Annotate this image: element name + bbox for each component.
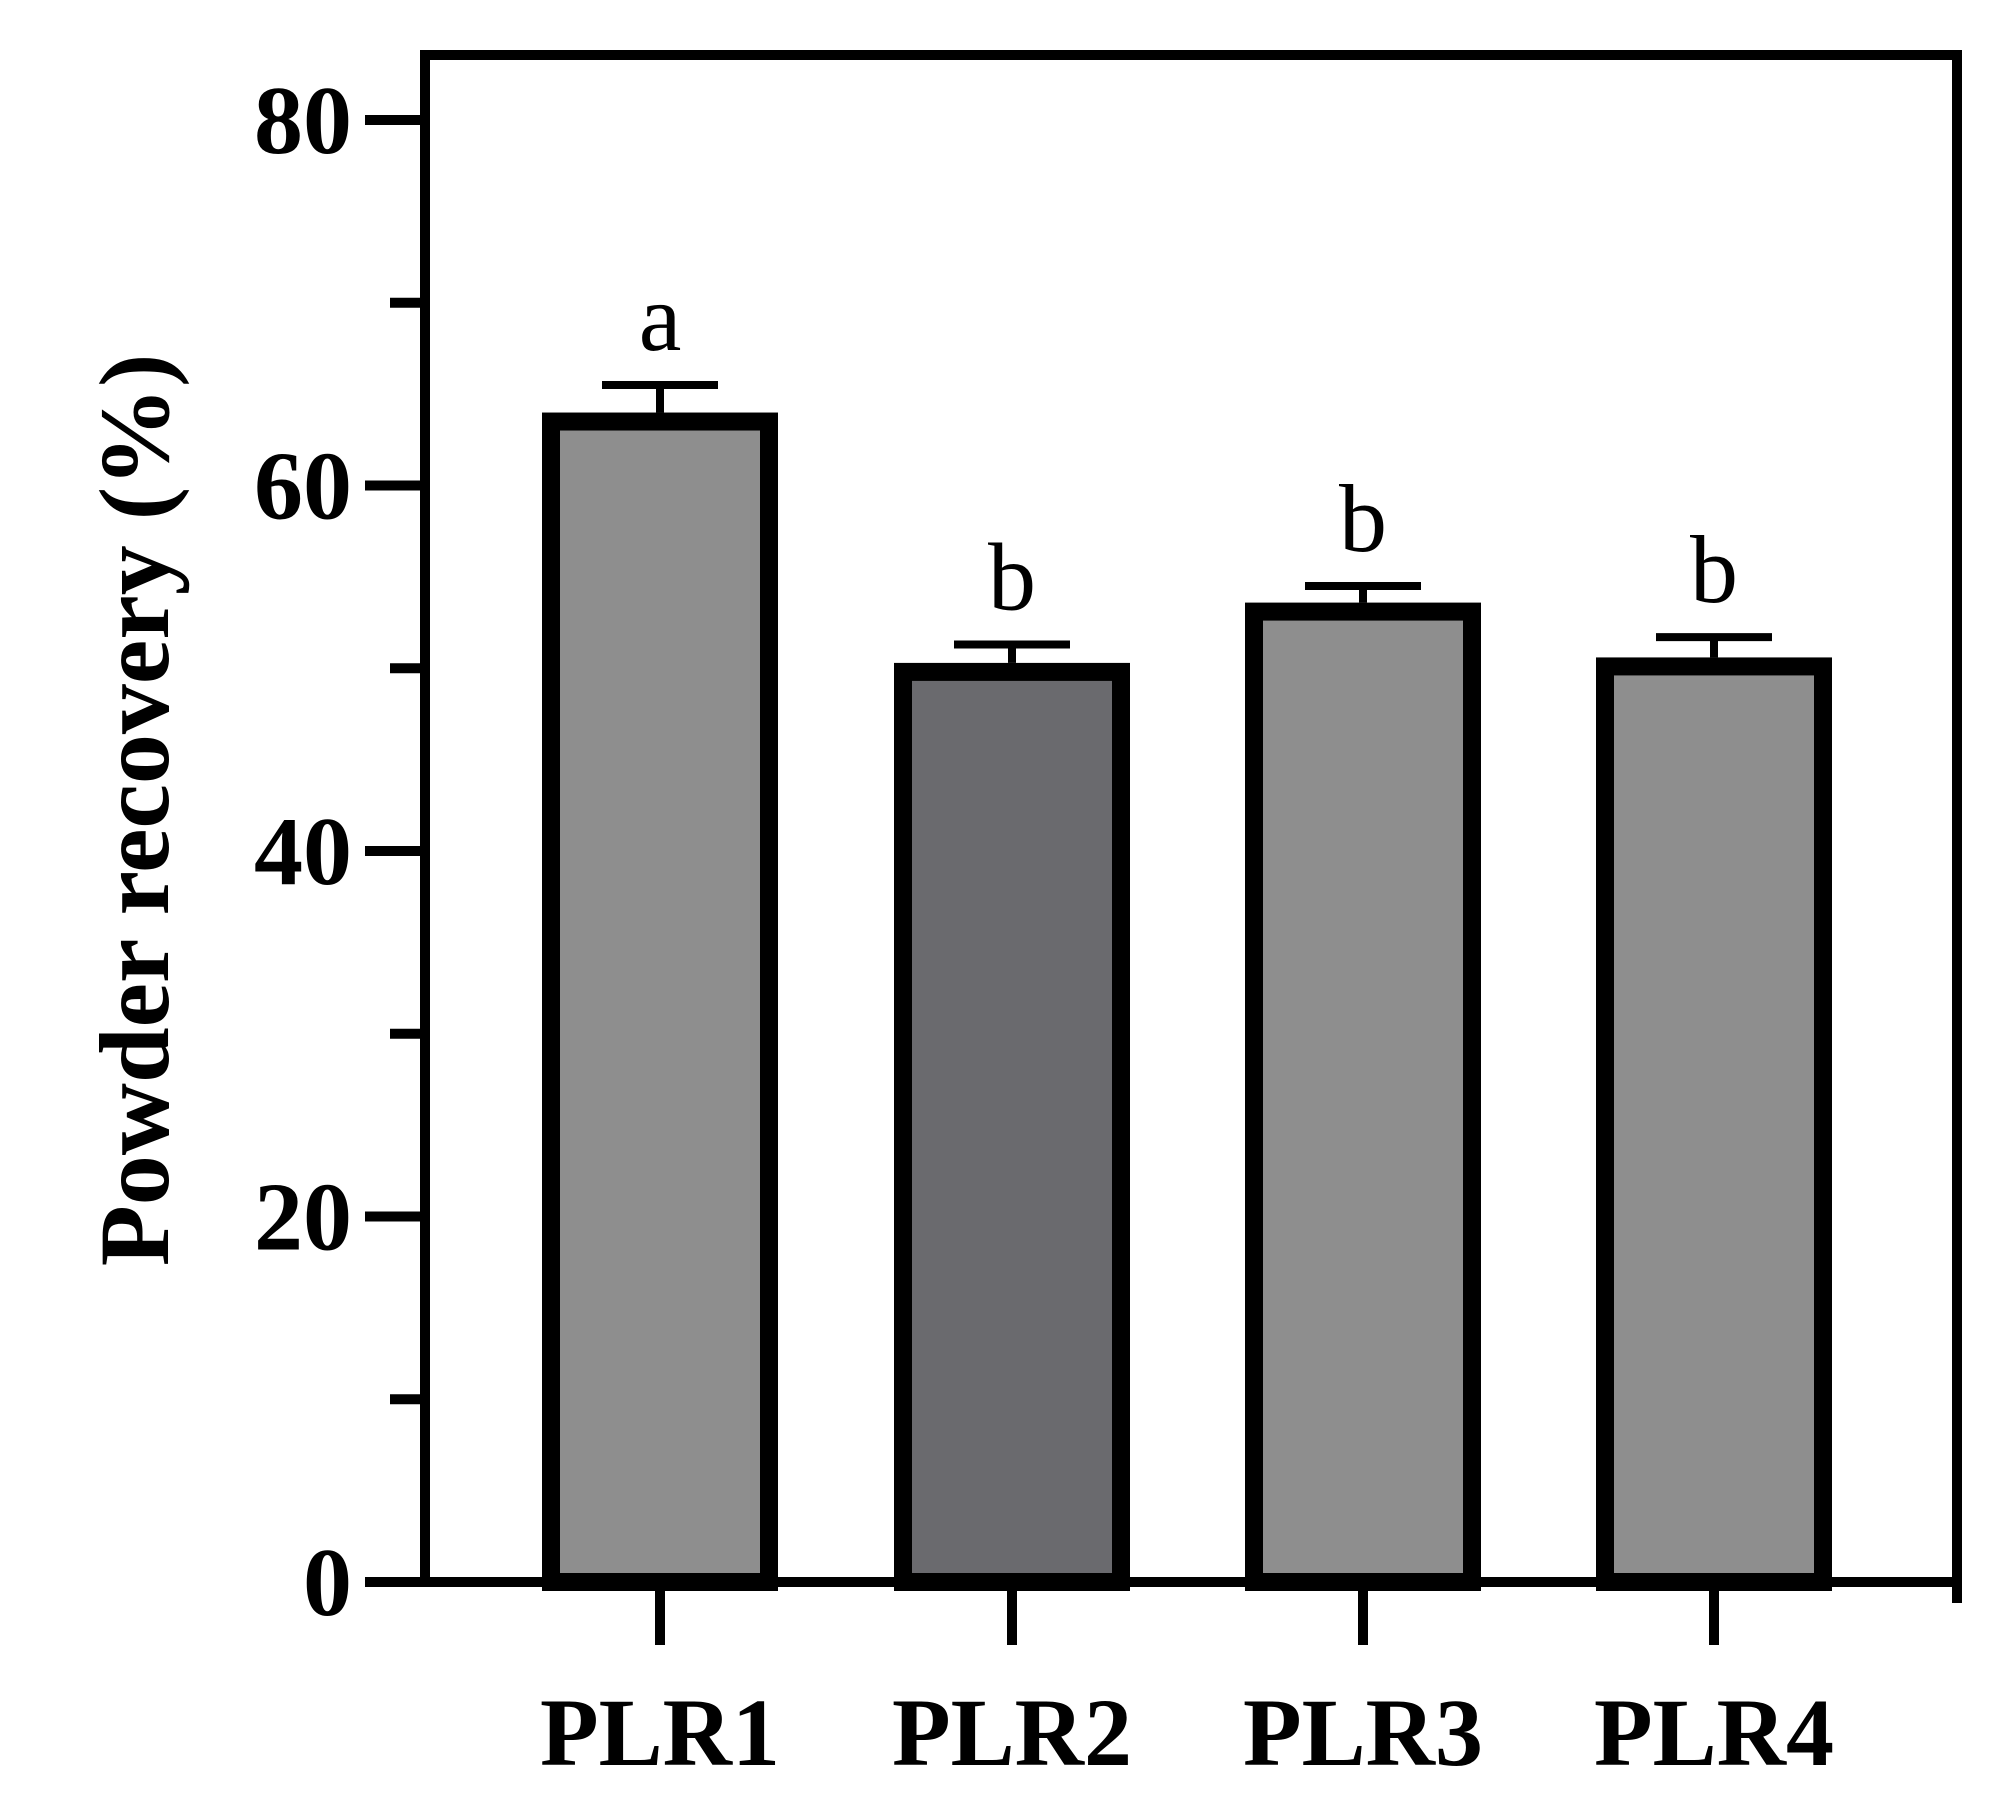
x-tick-label: PLR4	[1594, 1679, 1834, 1786]
y-tick-label: 40	[254, 798, 352, 906]
y-axis-title: Powder recovery (%)	[79, 354, 190, 1267]
labels: 0 20 40 60 80 a PLR1 b PLR2 b PLR3 b PLR4	[254, 67, 1834, 1786]
y-tick-label: 80	[254, 67, 352, 175]
significance-label: b	[988, 523, 1036, 630]
y-tick-label: 60	[254, 433, 352, 541]
significance-label: a	[639, 264, 682, 371]
bars	[542, 380, 1832, 1592]
bar	[542, 412, 778, 1592]
bar	[894, 662, 1130, 1591]
significance-label: b	[1339, 465, 1387, 572]
bar	[1245, 602, 1481, 1591]
y-tick-label: 20	[254, 1164, 352, 1272]
x-tick-label: PLR3	[1243, 1679, 1483, 1786]
significance-label: b	[1690, 516, 1738, 623]
y-tick-label: 0	[303, 1529, 352, 1637]
x-tick-label: PLR1	[540, 1679, 780, 1786]
x-tick-label: PLR2	[892, 1679, 1132, 1786]
bar	[1596, 657, 1832, 1591]
